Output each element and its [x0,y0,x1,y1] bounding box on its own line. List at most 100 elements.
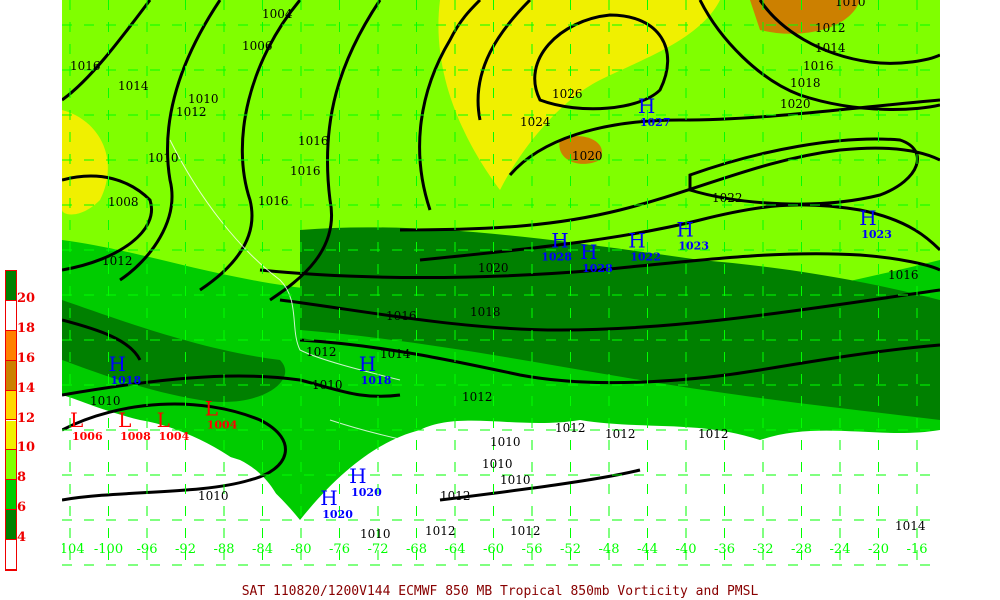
colorbar-swatch [6,450,16,481]
longitude-labels: -104 -100 -96 -92 -88 -84 -80 -76 -72 -68 -64 -60 -5… [62,542,927,557]
isobar-label: 1010 [835,0,866,9]
isobar-line [199,0,302,292]
coastline [169,139,401,381]
isobar-line [419,203,940,262]
longitude-label: -60 [483,542,504,557]
isobar-line [119,0,222,282]
high-pressure-value: 1027 [640,116,671,129]
isobar-label: 1008 [108,195,139,209]
isobar-label: 1024 [520,115,551,129]
vorticity-fill-0 [62,420,300,568]
longitude-label: -88 [214,542,235,557]
high-pressure-marker: H [109,352,126,376]
vorticity-fill-10 [438,0,720,190]
isobar-label: 1020 [780,97,811,111]
isobar-label: 1010 [188,92,219,106]
isobar-label: 1012 [425,524,456,538]
low-pressure-marker: L [70,408,83,432]
lat-lon-grid [62,0,940,568]
colorbar-swatch [6,540,16,570]
longitude-label: -104 [62,542,85,557]
map-caption: SAT 110820/1200V144 ECMWF 850 MB Tropica… [241,584,759,599]
longitude-label: -96 [137,542,158,557]
isobar-label: 1012 [698,427,729,441]
longitude-label: -92 [175,542,196,557]
coastline [559,439,901,468]
longitude-label: -44 [637,542,658,557]
isobar-line [418,0,482,211]
isobar-line [62,402,287,502]
longitude-label: -52 [560,542,581,557]
longitude-label: -20 [868,542,889,557]
isobar-label: 1010 [312,378,343,392]
isobar-label: 1012 [462,390,493,404]
longitude-label: -56 [522,542,543,557]
vorticity-fill-12 [62,110,108,215]
high-pressure-value: 1018 [361,374,392,387]
isobar-line [698,0,940,111]
high-pressure-marker: H [320,486,337,510]
isobar-label: 1026 [552,87,583,101]
colorbar-label: 4 [17,530,27,546]
isobar-line [758,0,940,65]
high-pressure-value: 1028 [582,262,613,275]
colorbar-label: 16 [17,350,36,366]
isobar-label: 1012 [306,345,337,359]
low-pressure-value: 1004 [159,430,190,443]
longitude-label: -36 [714,542,735,557]
low-pressure-marker: L [205,397,218,421]
isobar-label: 1012 [605,427,636,441]
isobar-label: 1012 [555,421,586,435]
longitude-label: -40 [676,542,697,557]
colorbar-label: 12 [17,410,36,426]
isobar-label: 1020 [572,149,603,163]
colorbar-swatch [6,300,16,331]
longitude-label: -84 [252,542,273,557]
isobar-label: 1012 [176,105,207,119]
high-pressure-marker: H [349,464,366,488]
isobar-label: 1004 [262,7,293,21]
isobar-label: 1020 [478,261,509,275]
colorbar-label: 6 [17,500,27,516]
low-pressure-marker: L [118,408,131,432]
isobar-label: 1016 [803,59,834,73]
isobar-label: 1016 [290,164,321,178]
isobar-line [259,252,940,279]
high-pressure-value: 1023 [861,228,892,241]
isobar-label: 1012 [815,21,846,35]
longitude-label: -48 [599,542,620,557]
isobar-label: 1012 [102,254,133,268]
low-pressure-value: 1008 [120,430,151,443]
isobar-line [299,338,940,385]
low-pressure-value: 1004 [207,419,238,432]
longitude-label: -72 [368,542,389,557]
longitude-label: -24 [830,542,851,557]
isobar-label: 1010 [360,527,391,541]
colorbar-label: 8 [17,470,27,486]
longitude-label: -28 [791,542,812,557]
isobar-label: 1012 [510,524,541,538]
vorticity-colorbar [5,270,17,571]
isobar-label: 1016 [298,134,329,148]
isobar-line [399,146,940,232]
longitude-label: -16 [907,542,928,557]
colorbar-swatch [6,330,16,361]
high-pressure-value: 1020 [351,486,382,499]
colorbar-swatch [6,510,16,541]
isobar-line [688,137,919,206]
isobar-line [476,0,532,121]
longitude-label: -76 [329,542,350,557]
isobar-label: 1016 [386,309,417,323]
high-pressure-marker: H [359,352,376,376]
isobar-label: 1018 [790,76,821,90]
isobar-label: 1014 [380,347,411,361]
isobar-label: 1022 [712,191,743,205]
vorticity-fill-4 [300,227,940,420]
isobar-label: 1010 [500,473,531,487]
colorbar-label: 14 [17,380,36,396]
isobar-label: 1016 [258,194,289,208]
low-pressure-value: 1006 [72,430,103,443]
isobar-label: 1010 [482,457,513,471]
high-pressure-marker: H [676,217,693,241]
vorticity-map: 1004100610161014101010121010101610161016… [62,0,940,568]
